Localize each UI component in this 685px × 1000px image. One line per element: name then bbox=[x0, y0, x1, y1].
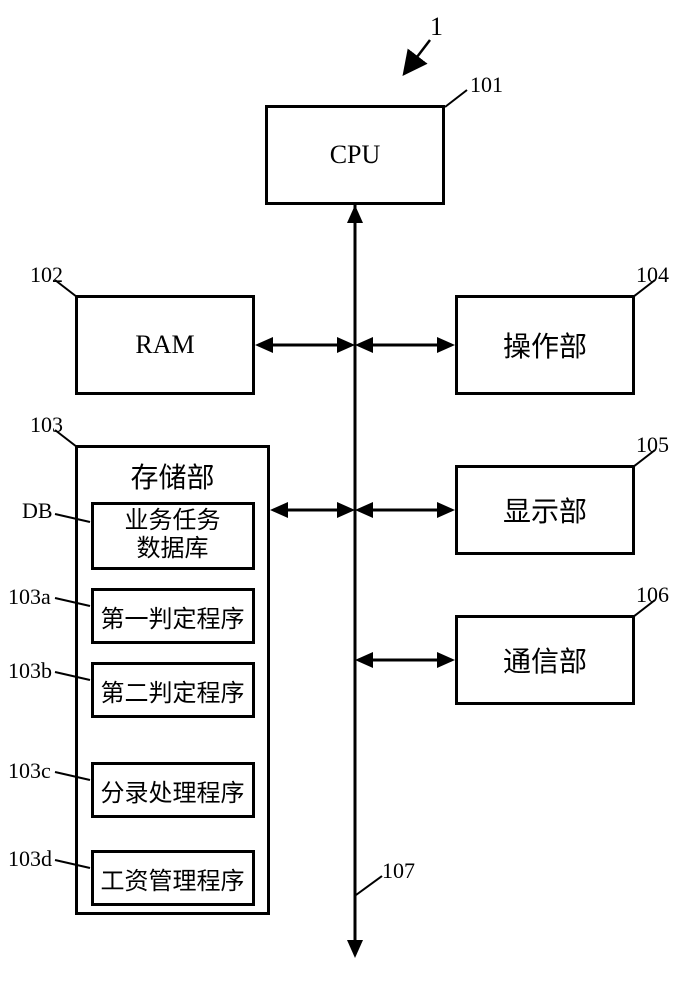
ref-p2: 103b bbox=[8, 658, 52, 684]
node-storage: 存储部 业务任务 数据库 第一判定程序 第二判定程序 分录处理程序 工资管理程序 bbox=[75, 445, 270, 915]
node-ram: RAM bbox=[75, 295, 255, 395]
node-storage-title: 存储部 bbox=[78, 456, 267, 496]
node-ops-label: 操作部 bbox=[503, 325, 587, 365]
diagram-canvas: 1 CPU 101 RAM 102 操作部 104 显示部 105 通信部 10… bbox=[0, 0, 685, 1000]
node-ram-label: RAM bbox=[135, 330, 194, 360]
sub-p4-label: 工资管理程序 bbox=[101, 861, 245, 896]
sub-p3: 分录处理程序 bbox=[91, 762, 255, 818]
node-comm-label: 通信部 bbox=[503, 640, 587, 680]
ref-ram: 102 bbox=[30, 262, 63, 288]
sub-p4: 工资管理程序 bbox=[91, 850, 255, 906]
sub-p1-label: 第一判定程序 bbox=[101, 599, 245, 634]
sub-db-label: 业务任务 数据库 bbox=[125, 508, 221, 563]
ref-db: DB bbox=[22, 498, 53, 524]
system-label: 1 bbox=[430, 12, 443, 42]
ref-storage: 103 bbox=[30, 412, 63, 438]
node-cpu-label: CPU bbox=[330, 140, 381, 170]
node-comm: 通信部 bbox=[455, 615, 635, 705]
node-disp: 显示部 bbox=[455, 465, 635, 555]
ref-cpu: 101 bbox=[470, 72, 503, 98]
ref-comm: 106 bbox=[636, 582, 669, 608]
ref-p1: 103a bbox=[8, 584, 51, 610]
ref-p4: 103d bbox=[8, 846, 52, 872]
node-disp-label: 显示部 bbox=[503, 490, 587, 530]
ref-bus: 107 bbox=[382, 858, 415, 884]
sub-db: 业务任务 数据库 bbox=[91, 502, 255, 570]
sub-p2: 第二判定程序 bbox=[91, 662, 255, 718]
sub-p3-label: 分录处理程序 bbox=[101, 773, 245, 808]
node-cpu: CPU bbox=[265, 105, 445, 205]
ref-p3: 103c bbox=[8, 758, 51, 784]
sub-p1: 第一判定程序 bbox=[91, 588, 255, 644]
sub-p2-label: 第二判定程序 bbox=[101, 673, 245, 708]
ref-disp: 105 bbox=[636, 432, 669, 458]
ref-ops: 104 bbox=[636, 262, 669, 288]
node-ops: 操作部 bbox=[455, 295, 635, 395]
